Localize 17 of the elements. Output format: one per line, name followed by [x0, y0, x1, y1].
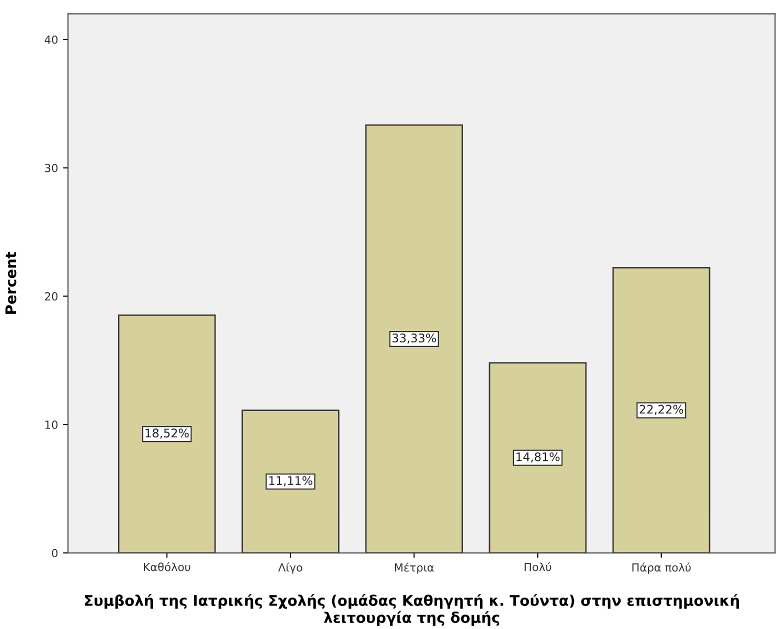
x-tick-label: Λίγο [278, 562, 302, 574]
y-axis-title: Percent [5, 252, 16, 314]
x-tick-label: Καθόλου [144, 562, 190, 572]
data-label: 18,52% [146, 428, 189, 439]
data-label: 11,11% [269, 476, 312, 486]
x-axis-title: Συμβολή της Ιατρικής Σχολής (ομάδας Καθηγητή κ. Τούντα) στην επιστημονική λειτουργία της δομής [84, 594, 739, 626]
y-tick-label: 20 [44, 292, 58, 301]
data-label: 14,81% [516, 452, 560, 462]
data-label: 22,22% [640, 404, 684, 415]
x-tick-label: Πάρα πολύ [632, 562, 691, 574]
y-tick-label: 40 [44, 35, 58, 44]
data-label: 33,33% [392, 334, 436, 344]
y-tick-label: 10 [45, 420, 58, 429]
x-tick-label: Μέτρια [394, 562, 434, 574]
y-tick-label: 30 [44, 164, 58, 172]
y-tick-label: 0 [52, 548, 58, 558]
x-tick-label: Πολύ [524, 562, 552, 572]
